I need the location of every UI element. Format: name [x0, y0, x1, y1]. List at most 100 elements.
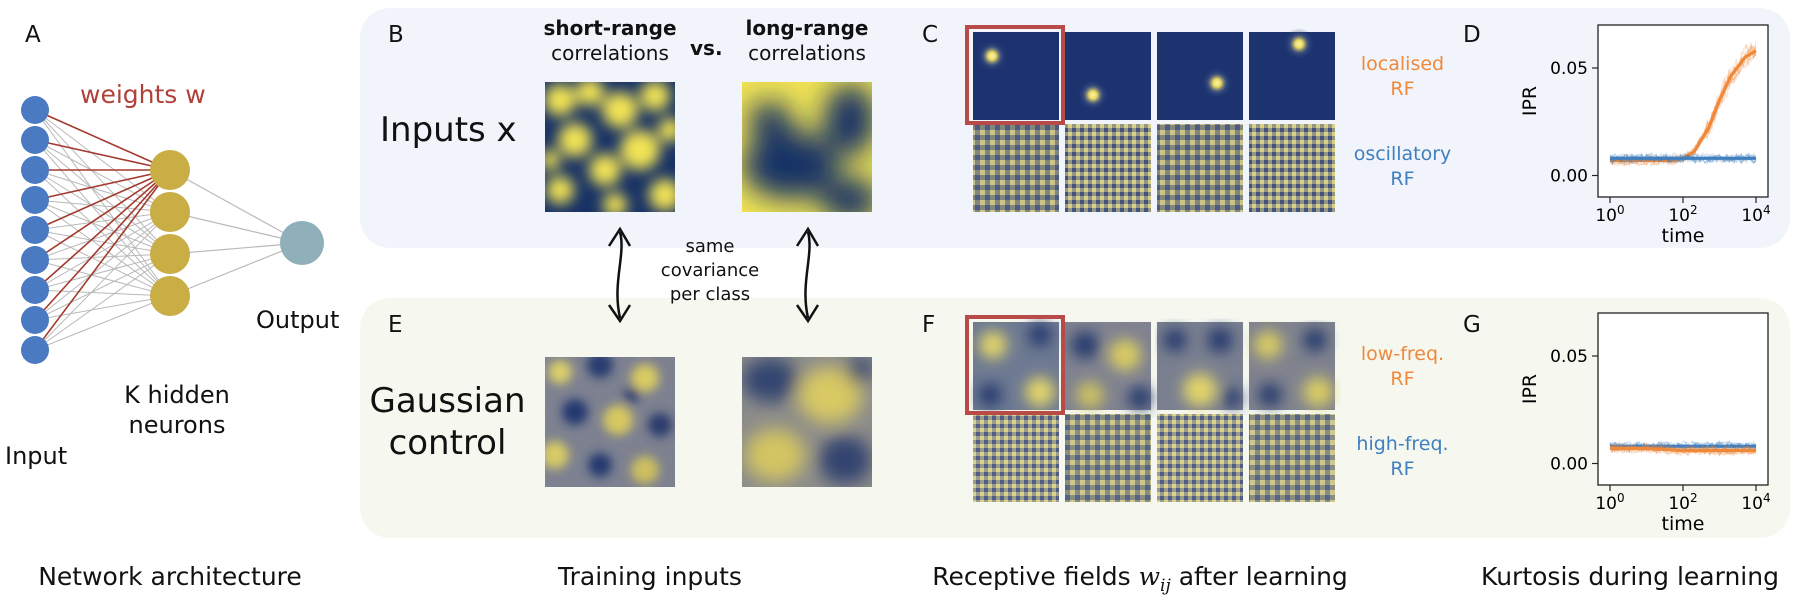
input-neuron	[21, 186, 49, 214]
oscillatory-rf-line2: RF	[1390, 168, 1415, 190]
input-hidden-edge	[34, 289, 171, 297]
short-range-title: short-range correlations	[540, 16, 680, 66]
input-neuron	[21, 156, 49, 184]
input-neuron	[21, 96, 49, 124]
panel-letter-a: A	[25, 22, 41, 48]
input-hidden-edge	[34, 229, 171, 255]
y-tick-label: 0.00	[1550, 455, 1588, 475]
localised-rf-line1: localised	[1360, 53, 1445, 75]
oscillatory-rf-label: oscillatory RF	[1340, 142, 1465, 192]
weight-edge	[34, 169, 171, 291]
gaussian-short-range-image	[545, 357, 675, 487]
localised-rf-grid	[973, 28, 1335, 120]
ipr-trace	[1609, 153, 1757, 165]
input-hidden-edge	[34, 211, 171, 321]
ipr-trace	[1609, 152, 1756, 165]
panel-letter-c: C	[922, 22, 939, 48]
weight-edge	[34, 169, 171, 201]
caption-kurtosis: Kurtosis during learning	[1481, 562, 1779, 591]
panel-letter-b: B	[388, 22, 404, 48]
input-neuron	[21, 306, 49, 334]
hidden-label-line2: neurons	[128, 411, 226, 439]
input-hidden-edge	[34, 211, 171, 261]
input-hidden-edge	[34, 169, 171, 213]
gaussian-label-line2: control	[388, 423, 507, 463]
weight-edge	[34, 169, 171, 351]
input-neuron	[21, 246, 49, 274]
caption-receptive-fields: Receptive fields wij after learning	[900, 562, 1380, 596]
same-cov-line2: covariance	[660, 260, 760, 281]
short-range-title-bold: short-range	[543, 16, 677, 40]
hidden-output-edge	[169, 169, 303, 244]
oscillatory-rf-line1: oscillatory	[1353, 143, 1452, 165]
low-freq-rf-grid	[973, 322, 1335, 410]
input-neuron	[21, 216, 49, 244]
hidden-neurons-label: K hidden neurons	[122, 380, 232, 440]
caption-rf-symbol: w	[1138, 562, 1161, 591]
input-hidden-edge	[34, 295, 171, 351]
hidden-output-edge	[169, 242, 303, 255]
panel-letter-d: D	[1463, 22, 1481, 48]
caption-rf-before: Receptive fields	[932, 562, 1139, 591]
input-hidden-edge	[34, 169, 171, 297]
input-hidden-edge	[34, 169, 171, 255]
double-arrow-short	[607, 226, 632, 324]
input-hidden-edge	[34, 211, 171, 351]
ipr-trace	[1609, 44, 1757, 166]
hidden-neuron	[150, 234, 190, 274]
hidden-neuron	[150, 150, 190, 190]
high-freq-rf-line1: high-freq.	[1356, 433, 1449, 455]
same-cov-line1: same	[685, 236, 735, 257]
double-arrow-long	[795, 226, 820, 324]
ipr-trace	[1609, 152, 1757, 164]
input-neuron	[21, 126, 49, 154]
caption-network: Network architecture	[38, 562, 302, 591]
localised-rf-highlight	[965, 25, 1065, 125]
hidden-neuron	[150, 276, 190, 316]
oscillatory-rf-grid	[973, 124, 1335, 212]
weight-edge	[34, 139, 171, 171]
y-tick-label: 0.00	[1550, 167, 1588, 187]
gaussian-long-range-image	[742, 357, 872, 487]
weights-label: weights w	[80, 80, 206, 109]
vs-label: vs.	[690, 36, 723, 60]
x-axis-label: time	[1662, 513, 1705, 535]
long-range-title-text: correlations	[748, 41, 866, 65]
input-hidden-edge	[34, 211, 171, 231]
input-hidden-edge	[34, 229, 171, 297]
weight-edge	[34, 169, 171, 231]
input-hidden-edge	[34, 253, 171, 261]
chart-frame	[1597, 312, 1769, 486]
input-hidden-edge	[34, 199, 171, 213]
input-label: Input	[5, 442, 68, 470]
hidden-label-line1: K hidden	[124, 381, 230, 409]
ipr-trace	[1609, 442, 1757, 457]
input-hidden-edge	[34, 253, 171, 351]
output-label: Output	[256, 306, 340, 334]
low-freq-rf-line2: RF	[1390, 368, 1415, 390]
low-freq-rf-line1: low-freq.	[1360, 343, 1445, 365]
input-hidden-edge	[34, 253, 171, 291]
low-freq-rf-highlight	[965, 315, 1065, 415]
same-covariance-label: same covariance per class	[655, 235, 765, 307]
x-tick-exponent: 2	[1690, 491, 1698, 505]
x-axis-label: time	[1662, 225, 1705, 247]
ipr-trace	[1609, 152, 1757, 164]
x-tick-exponent: 0	[1617, 203, 1625, 217]
input-hidden-edge	[34, 211, 171, 291]
input-hidden-edge	[34, 199, 171, 255]
x-tick-exponent: 4	[1763, 491, 1771, 505]
gaussian-label-line1: Gaussian	[369, 381, 526, 421]
weight-edge	[34, 109, 171, 171]
panel-letter-f: F	[922, 312, 936, 338]
chart-frame	[1597, 24, 1769, 198]
x-tick-exponent: 4	[1763, 203, 1771, 217]
high-freq-rf-grid	[973, 414, 1335, 502]
caption-rf-after: after learning	[1170, 562, 1348, 591]
short-range-input-image	[545, 82, 675, 212]
x-tick-exponent: 2	[1690, 203, 1698, 217]
hidden-neuron	[150, 192, 190, 232]
y-axis-label: IPR	[1519, 86, 1541, 116]
network-edges	[34, 109, 303, 351]
